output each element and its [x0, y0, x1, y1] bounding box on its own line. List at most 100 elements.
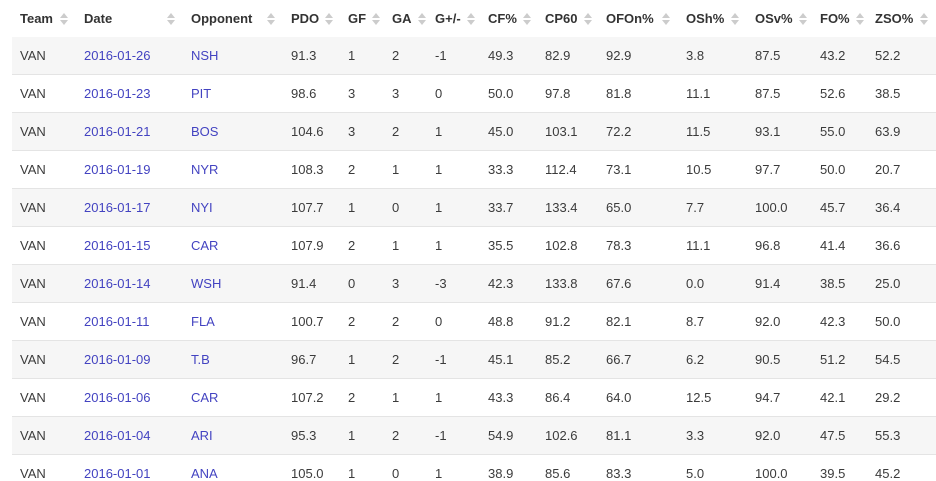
cell-team: VAN: [20, 314, 46, 329]
cell-gf: 2: [348, 162, 356, 177]
cell-date: 2016-01-14: [76, 265, 183, 303]
cell-zsopct: 25.0: [875, 276, 901, 291]
date-link[interactable]: 2016-01-11: [84, 314, 150, 329]
cell-cp60: 102.8: [545, 238, 578, 253]
opponent-link[interactable]: NSH: [191, 48, 219, 63]
column-header-date[interactable]: Date: [76, 0, 183, 37]
opponent-link[interactable]: ARI: [191, 428, 213, 443]
game-log-table: Team Date Opponent PDO GF GA G+/- CF% CP…: [12, 0, 936, 481]
column-header-opponent[interactable]: Opponent: [183, 0, 283, 37]
sort-icon[interactable]: [522, 12, 531, 25]
date-link[interactable]: 2016-01-14: [84, 276, 151, 291]
opponent-link[interactable]: T.B: [191, 352, 210, 367]
sort-icon[interactable]: [731, 12, 739, 25]
cell-osvpct: 87.5: [755, 48, 781, 63]
date-link[interactable]: 2016-01-01: [84, 466, 151, 481]
cell-cfpct: 50.0: [488, 86, 514, 101]
date-link[interactable]: 2016-01-15: [84, 238, 151, 253]
cell-pdo: 91.3: [291, 48, 317, 63]
date-link[interactable]: 2016-01-19: [84, 162, 151, 177]
date-link[interactable]: 2016-01-04: [84, 428, 151, 443]
date-link[interactable]: 2016-01-26: [84, 48, 151, 63]
date-link[interactable]: 2016-01-09: [84, 352, 151, 367]
cell-cp60: 85.6: [545, 466, 571, 481]
cell-cp60: 97.8: [545, 86, 571, 101]
cell-gf: 3: [348, 86, 356, 101]
cell-cfpct: 45.1: [488, 352, 514, 367]
sort-icon[interactable]: [372, 12, 381, 25]
cell-zsopct: 50.0: [875, 314, 901, 329]
cell-fopct: 43.2: [820, 48, 846, 63]
sort-icon[interactable]: [583, 12, 592, 25]
cell-oshpct: 12.5: [686, 390, 712, 405]
opponent-link[interactable]: ANA: [191, 466, 218, 481]
column-header-team[interactable]: Team: [12, 0, 76, 37]
cell-gdiff: -1: [435, 48, 447, 63]
table-row: VAN 2016-01-26 NSH 91.3 1 2 -1 49.3 82.9 92.9 3.8 8…: [12, 37, 936, 75]
column-header-cfpct[interactable]: CF%: [480, 0, 537, 37]
date-link[interactable]: 2016-01-06: [84, 390, 151, 405]
cell-oshpct: 11.5: [686, 124, 711, 139]
opponent-link[interactable]: PIT: [191, 86, 212, 101]
cell-cp60: 133.4: [545, 200, 578, 215]
column-header-ga[interactable]: GA: [384, 0, 427, 37]
column-label: G+/-: [435, 11, 461, 26]
column-header-oshpct[interactable]: OSh%: [678, 0, 747, 37]
cell-oshpct: 7.7: [686, 200, 705, 215]
column-header-osvpct[interactable]: OSv%: [747, 0, 812, 37]
cell-date: 2016-01-15: [76, 227, 183, 265]
opponent-link[interactable]: CAR: [191, 238, 219, 253]
cell-opponent: CAR: [183, 379, 283, 417]
sort-icon[interactable]: [267, 12, 275, 25]
column-header-gdiff[interactable]: G+/-: [427, 0, 480, 37]
sort-icon[interactable]: [466, 12, 475, 25]
cell-opponent: T.B: [183, 341, 283, 379]
cell-ofonpct: 65.0: [606, 200, 632, 215]
date-link[interactable]: 2016-01-21: [84, 124, 151, 139]
table-row: VAN 2016-01-04 ARI 95.3 1 2 -1 54.9 102.6 81.1 3.3…: [12, 416, 936, 455]
cell-opponent: ARI: [183, 417, 283, 455]
sort-icon[interactable]: [60, 12, 68, 25]
sort-icon[interactable]: [167, 12, 175, 25]
opponent-link[interactable]: WSH: [191, 276, 222, 291]
column-header-ofonpct[interactable]: OFOn%: [598, 0, 678, 37]
opponent-link[interactable]: FLA: [191, 314, 215, 329]
cell-team: VAN: [20, 276, 46, 291]
cell-gdiff: 1: [435, 200, 443, 215]
opponent-link[interactable]: NYR: [191, 162, 219, 177]
cell-opponent: NYR: [183, 151, 283, 189]
sort-icon[interactable]: [920, 12, 928, 25]
table-row: VAN 2016-01-17 NYI 107.7 1 0 1 33.7 133.4 65.0 7.7…: [12, 188, 936, 227]
cell-ofonpct: 64.0: [606, 390, 632, 405]
date-link[interactable]: 2016-01-23: [84, 86, 151, 101]
opponent-link[interactable]: NYI: [191, 200, 213, 215]
cell-cfpct: 54.9: [488, 428, 514, 443]
column-header-cp60[interactable]: CP60: [537, 0, 598, 37]
cell-gdiff: 1: [435, 466, 443, 481]
sort-icon[interactable]: [798, 12, 807, 25]
sort-icon[interactable]: [325, 12, 334, 25]
column-label: PDO: [291, 11, 320, 26]
cell-fopct: 50.0: [820, 162, 846, 177]
column-label: OSv%: [755, 11, 793, 26]
date-link[interactable]: 2016-01-17: [84, 200, 151, 215]
table-row: VAN 2016-01-21 BOS 104.6 3 2 1 45.0 103.1 72.2 11.…: [12, 112, 936, 151]
sort-icon[interactable]: [417, 12, 426, 25]
cell-date: 2016-01-11: [76, 303, 183, 341]
sort-icon[interactable]: [855, 12, 864, 25]
column-header-zsopct[interactable]: ZSO%: [867, 0, 936, 37]
sort-icon[interactable]: [662, 12, 670, 25]
column-header-pdo[interactable]: PDO: [283, 0, 340, 37]
cell-pdo: 95.3: [291, 428, 317, 443]
cell-ga: 0: [392, 200, 400, 215]
cell-osvpct: 97.7: [755, 162, 781, 177]
opponent-link[interactable]: CAR: [191, 390, 219, 405]
cell-ga: 2: [392, 124, 400, 139]
cell-zsopct: 52.2: [875, 48, 901, 63]
column-header-fopct[interactable]: FO%: [812, 0, 867, 37]
cell-gf: 2: [348, 238, 356, 253]
cell-pdo: 91.4: [291, 276, 317, 291]
cell-osvpct: 96.8: [755, 238, 781, 253]
column-header-gf[interactable]: GF: [340, 0, 384, 37]
opponent-link[interactable]: BOS: [191, 124, 219, 139]
